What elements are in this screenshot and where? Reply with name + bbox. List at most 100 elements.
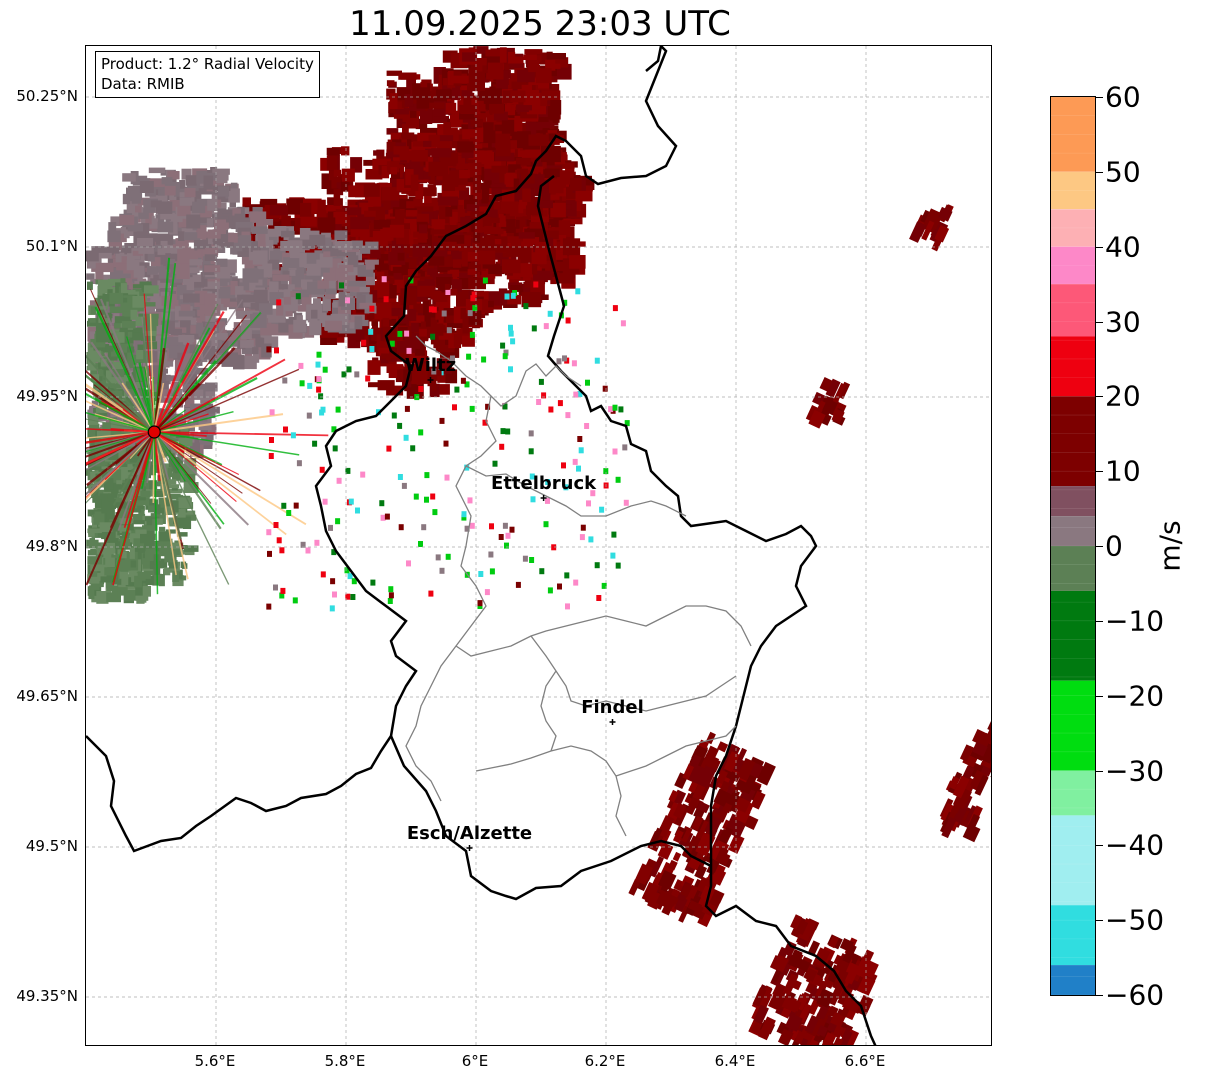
radar-echo-cell [204, 254, 218, 261]
radar-echo-cell [348, 280, 366, 290]
radar-echo-cell [556, 162, 575, 169]
radar-echo-cell [388, 586, 394, 593]
radar-echo-cell [165, 529, 176, 534]
radar-echo-cell [466, 251, 480, 262]
radar-echo-cell [412, 141, 433, 147]
radar-echo-cell [353, 286, 370, 293]
radar-echo-cell [533, 294, 549, 300]
radar-echo-cell [149, 178, 165, 187]
radar-echo-cell [309, 322, 322, 336]
radar-echo-cell [202, 256, 211, 268]
radar-echo-cell [133, 265, 145, 278]
colorbar-tick-mark [1096, 920, 1103, 922]
radar-echo-cell [326, 188, 339, 195]
radar-echo-cell [190, 442, 200, 457]
lat-tick-label: 50.25°N [16, 87, 78, 105]
radar-echo-cell [129, 388, 137, 402]
radar-echo-cell [384, 513, 390, 520]
radar-echo-cell [641, 881, 660, 903]
radar-echo-cell [561, 462, 566, 469]
radar-echo-cell [448, 243, 466, 251]
radar-echo-cell [389, 340, 395, 347]
radar-echo-cell [141, 302, 156, 307]
radar-echo-cell [510, 292, 516, 299]
radar-echo-cell [815, 980, 829, 998]
radar-echo-cell [127, 224, 144, 232]
radar-echo-cell [176, 571, 183, 579]
radar-echo-cell [132, 284, 147, 289]
radar-echo-cell [565, 164, 573, 174]
radar-echo-cell [150, 278, 158, 292]
radar-echo-cell [336, 334, 345, 343]
radar-echo-cell [547, 194, 560, 200]
radar-echo-streak [153, 382, 165, 433]
radar-echo-cell [166, 493, 181, 500]
radar-echo-streak [112, 431, 156, 586]
radar-echo-cell [200, 426, 208, 435]
radar-echo-cell [172, 542, 184, 550]
radar-echo-cell [173, 352, 183, 360]
radar-echo-cell [135, 337, 145, 352]
radar-echo-cell [176, 360, 190, 371]
radar-echo-cell [318, 393, 324, 400]
radar-echo-cell [204, 265, 221, 273]
border-layer [86, 46, 877, 1045]
radar-echo-cell [100, 359, 107, 367]
radar-echo-cell [974, 774, 989, 796]
radar-echo-cell [435, 177, 442, 186]
radar-echo-cell [235, 302, 244, 316]
radar-echo-cell [89, 585, 100, 590]
radar-echo-cell [140, 490, 151, 498]
radar-echo-cell [374, 281, 390, 298]
radar-echo-cell [158, 574, 165, 587]
radar-echo-cell [113, 342, 123, 355]
radar-echo-cell [182, 267, 200, 274]
radar-echo-cell [489, 523, 494, 530]
radar-echo-cell [211, 241, 223, 250]
radar-echo-cell [148, 466, 156, 476]
radar-echo-cell [603, 468, 609, 475]
radar-echo-cell [536, 399, 542, 405]
radar-echo-cell [410, 174, 419, 191]
radar-echo-cell [178, 228, 197, 235]
radar-echo-cell [164, 498, 171, 509]
radar-echo-cell [96, 591, 109, 604]
radar-echo-cell [379, 500, 385, 507]
radar-echo-cell [119, 525, 132, 533]
radar-echo-cell [108, 469, 122, 481]
radar-echo-cell [217, 186, 230, 197]
radar-echo-cell [408, 284, 416, 292]
radar-echo-cell [504, 290, 514, 296]
radar-echo-cell [502, 259, 521, 274]
radar-echo-cell [586, 500, 591, 507]
radar-echo-cell [367, 360, 381, 375]
radar-echo-cell [320, 571, 326, 578]
radar-echo-cell [499, 443, 505, 450]
radar-echo-cell [331, 549, 337, 556]
radar-echo-cell [197, 249, 206, 258]
radar-echo-cell [148, 167, 166, 174]
radar-echo-cell [111, 588, 118, 600]
radar-echo-cell [257, 219, 274, 226]
radar-echo-cell [165, 311, 179, 323]
radar-echo-cell [393, 332, 403, 345]
radar-echo-cell [199, 205, 213, 218]
lon-tick-label: 6.6°E [844, 1052, 886, 1070]
radar-echo-cell [517, 246, 532, 263]
radar-echo-cell [135, 205, 142, 215]
radar-echo-cell [405, 121, 419, 129]
radar-echo-cell [112, 332, 125, 343]
radar-echo-cell [133, 513, 146, 522]
radar-echo-cell [807, 940, 820, 957]
colorbar-segment [1051, 284, 1095, 337]
colorbar-tick-label: −10 [1105, 604, 1165, 638]
radar-echo-cell [95, 390, 103, 401]
radar-echo-cell [365, 375, 371, 382]
radar-echo-cell [502, 522, 508, 529]
radar-echo-cell [95, 454, 105, 467]
radar-echo-cell [156, 201, 173, 214]
radar-echo-cell [179, 550, 194, 555]
radar-echo-cell [451, 251, 464, 260]
radar-echo-cell [345, 292, 354, 300]
radar-echo-cell [178, 231, 185, 241]
